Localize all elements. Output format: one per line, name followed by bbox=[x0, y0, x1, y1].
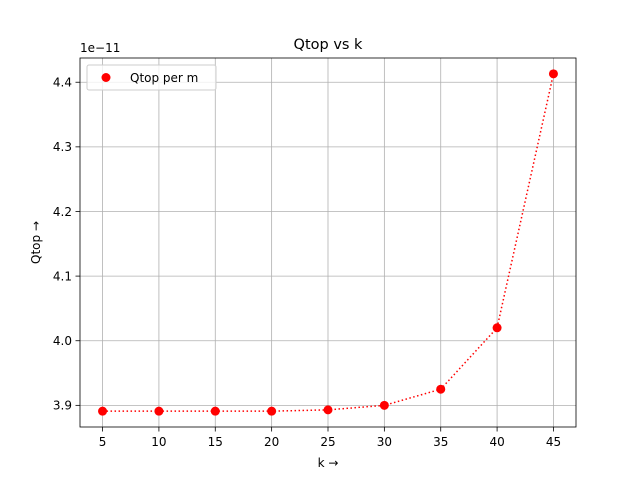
series-layer bbox=[98, 69, 558, 416]
x-axis-label: k → bbox=[318, 456, 339, 470]
y-tick-label: 3.9 bbox=[53, 399, 72, 413]
data-point bbox=[492, 323, 502, 333]
data-point bbox=[323, 405, 333, 415]
x-tick-label: 15 bbox=[208, 435, 223, 449]
y-offset-label: 1e−11 bbox=[80, 41, 120, 55]
x-tick-label: 20 bbox=[264, 435, 279, 449]
y-tick-label: 4.1 bbox=[53, 269, 72, 283]
data-point bbox=[154, 406, 164, 416]
legend-marker bbox=[101, 73, 111, 82]
y-tick-label: 4.4 bbox=[53, 76, 72, 90]
x-tick-label: 45 bbox=[546, 435, 561, 449]
legend: Qtop per m bbox=[86, 64, 217, 91]
data-point bbox=[548, 69, 558, 79]
y-tick-label: 4.0 bbox=[53, 334, 72, 348]
data-point bbox=[210, 406, 220, 416]
data-point bbox=[379, 400, 389, 410]
y-axis-label: Qtop → bbox=[29, 221, 43, 264]
x-tick-label: 30 bbox=[377, 435, 392, 449]
legend-frame bbox=[86, 64, 217, 91]
data-point bbox=[267, 406, 277, 416]
y-tick-label: 4.3 bbox=[53, 140, 72, 154]
x-tick-label: 5 bbox=[99, 435, 107, 449]
data-point bbox=[436, 384, 446, 394]
x-tick-label: 40 bbox=[489, 435, 504, 449]
grid-lines bbox=[80, 58, 576, 427]
x-tick-label: 35 bbox=[433, 435, 448, 449]
chart-title: Qtop vs k bbox=[294, 37, 364, 53]
legend-entry-label: Qtop per m bbox=[130, 71, 198, 85]
data-point bbox=[98, 406, 108, 416]
x-tick-label: 10 bbox=[151, 435, 166, 449]
x-axis: 5 10 15 20 25 30 35 40 45 bbox=[99, 427, 561, 449]
y-axis: 3.9 4.0 4.1 4.2 4.3 4.4 bbox=[53, 76, 80, 413]
x-tick-label: 25 bbox=[320, 435, 335, 449]
y-tick-label: 4.2 bbox=[53, 205, 72, 219]
